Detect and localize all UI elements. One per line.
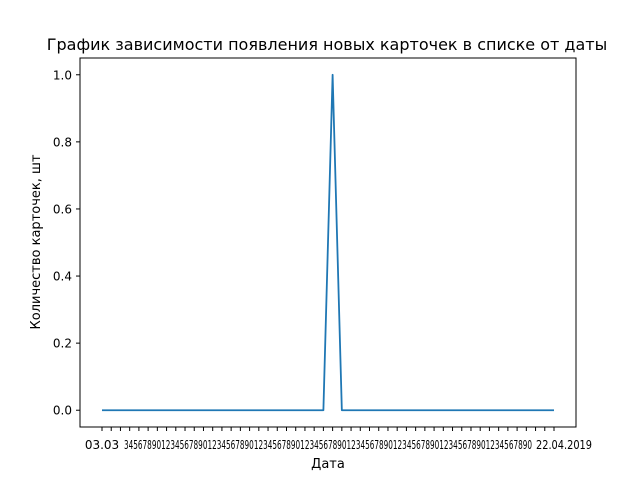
x-tick-label-first: 03.03: [85, 438, 119, 452]
y-tick-label: 0.0: [53, 404, 72, 418]
y-axis: 0.0 0.2 0.4 0.6 0.8 1.0: [53, 68, 80, 418]
x-tick-label-last: 22.04.2019: [536, 438, 592, 452]
y-tick-label: 0.8: [53, 135, 72, 149]
x-axis: 03.03 34567890123456789012345678901234567…: [85, 427, 592, 452]
series-layer: [102, 73, 554, 412]
plot-area-frame: [79, 57, 577, 428]
chart-title: График зависимости появления новых карто…: [47, 35, 608, 54]
y-tick-label: 0.4: [53, 270, 72, 284]
y-tick-label: 1.0: [53, 68, 72, 82]
series-line-cards: [102, 73, 554, 412]
y-tick-label: 0.6: [53, 202, 72, 216]
y-tick-label: 0.2: [53, 337, 72, 351]
x-tick-labels-overlapping: 3456789012345678901234567890123456789012…: [124, 438, 532, 452]
x-axis-label: Дата: [311, 457, 345, 472]
y-axis-label: Количество карточек, шт: [29, 154, 44, 329]
